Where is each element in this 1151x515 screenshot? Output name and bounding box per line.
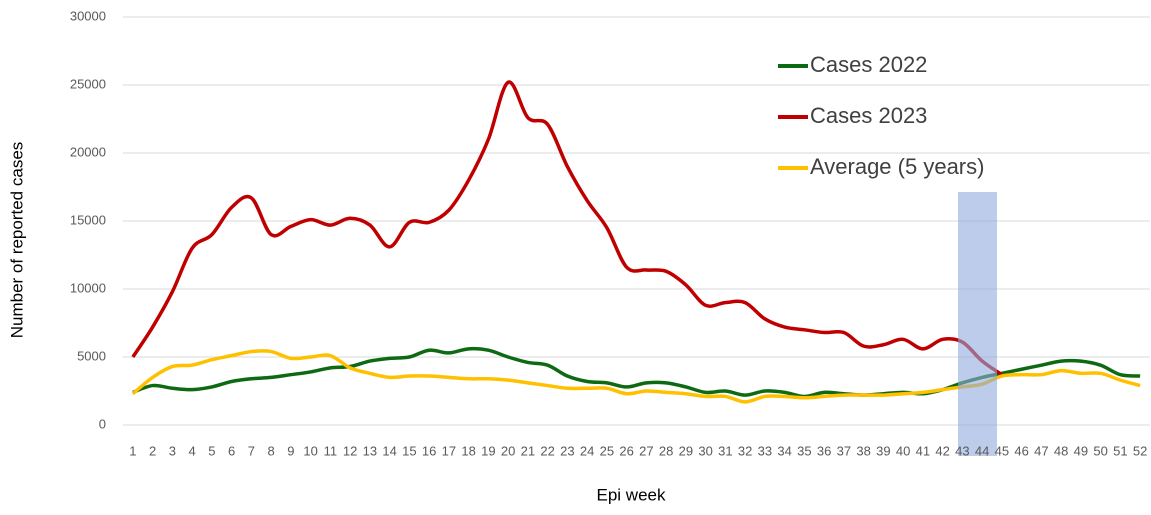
x-tick-label: 44: [975, 443, 989, 458]
y-tick-label: 30000: [70, 8, 106, 23]
x-tick-label: 27: [639, 443, 653, 458]
x-tick-label: 38: [856, 443, 870, 458]
x-tick-label: 11: [324, 443, 338, 458]
x-tick-label: 12: [343, 443, 357, 458]
x-tick-label: 14: [382, 443, 396, 458]
x-tick-label: 25: [600, 443, 614, 458]
x-tick-label: 51: [1113, 443, 1127, 458]
y-tick-label: 25000: [70, 76, 106, 91]
x-tick-label: 1: [129, 443, 136, 458]
x-tick-label: 2: [149, 443, 156, 458]
x-tick-label: 52: [1133, 443, 1147, 458]
x-tick-label: 34: [777, 443, 791, 458]
x-tick-label: 41: [916, 443, 930, 458]
x-tick-label: 48: [1054, 443, 1068, 458]
x-tick-label: 28: [659, 443, 673, 458]
x-tick-label: 32: [738, 443, 752, 458]
legend-label: Cases 2023: [810, 103, 927, 128]
x-tick-label: 15: [402, 443, 416, 458]
legend-label: Cases 2022: [810, 52, 927, 77]
highlight-band: [958, 192, 997, 456]
x-tick-label: 24: [580, 443, 594, 458]
x-axis-title: Epi week: [597, 485, 666, 504]
x-tick-label: 18: [461, 443, 475, 458]
y-tick-label: 15000: [70, 212, 106, 227]
x-tick-label: 6: [228, 443, 235, 458]
x-tick-label: 37: [837, 443, 851, 458]
x-tick-label: 8: [268, 443, 275, 458]
legend-label: Average (5 years): [810, 154, 984, 179]
x-tick-label: 21: [521, 443, 535, 458]
x-tick-label: 19: [481, 443, 495, 458]
y-tick-label: 20000: [70, 144, 106, 159]
x-tick-label: 22: [540, 443, 554, 458]
y-tick-label: 0: [99, 416, 106, 431]
x-tick-label: 5: [208, 443, 215, 458]
x-tick-label: 26: [619, 443, 633, 458]
x-tick-label: 16: [422, 443, 436, 458]
x-tick-label: 20: [501, 443, 515, 458]
x-tick-label: 33: [758, 443, 772, 458]
x-tick-label: 45: [995, 443, 1009, 458]
x-tick-label: 40: [896, 443, 910, 458]
x-tick-label: 29: [679, 443, 693, 458]
x-tick-label: 13: [363, 443, 377, 458]
series-line: [131, 80, 1003, 377]
x-tick-label: 10: [303, 443, 317, 458]
x-tick-label: 50: [1093, 443, 1107, 458]
x-tick-label: 4: [189, 443, 196, 458]
y-tick-label: 10000: [70, 280, 106, 295]
x-tick-label: 35: [797, 443, 811, 458]
x-tick-label: 30: [698, 443, 712, 458]
x-tick-label: 42: [935, 443, 949, 458]
y-tick-label: 5000: [77, 348, 106, 363]
x-tick-label: 9: [287, 443, 294, 458]
x-tick-label: 23: [560, 443, 574, 458]
x-tick-label: 39: [876, 443, 890, 458]
x-tick-label: 47: [1034, 443, 1048, 458]
x-tick-label: 17: [442, 443, 456, 458]
x-tick-label: 7: [248, 443, 255, 458]
x-tick-label: 49: [1074, 443, 1088, 458]
x-tick-label: 36: [817, 443, 831, 458]
x-tick-label: 43: [955, 443, 969, 458]
x-tick-label: 31: [718, 443, 732, 458]
x-tick-label: 3: [169, 443, 176, 458]
x-tick-label: 46: [1014, 443, 1028, 458]
y-axis-title: Number of reported cases: [7, 142, 26, 339]
